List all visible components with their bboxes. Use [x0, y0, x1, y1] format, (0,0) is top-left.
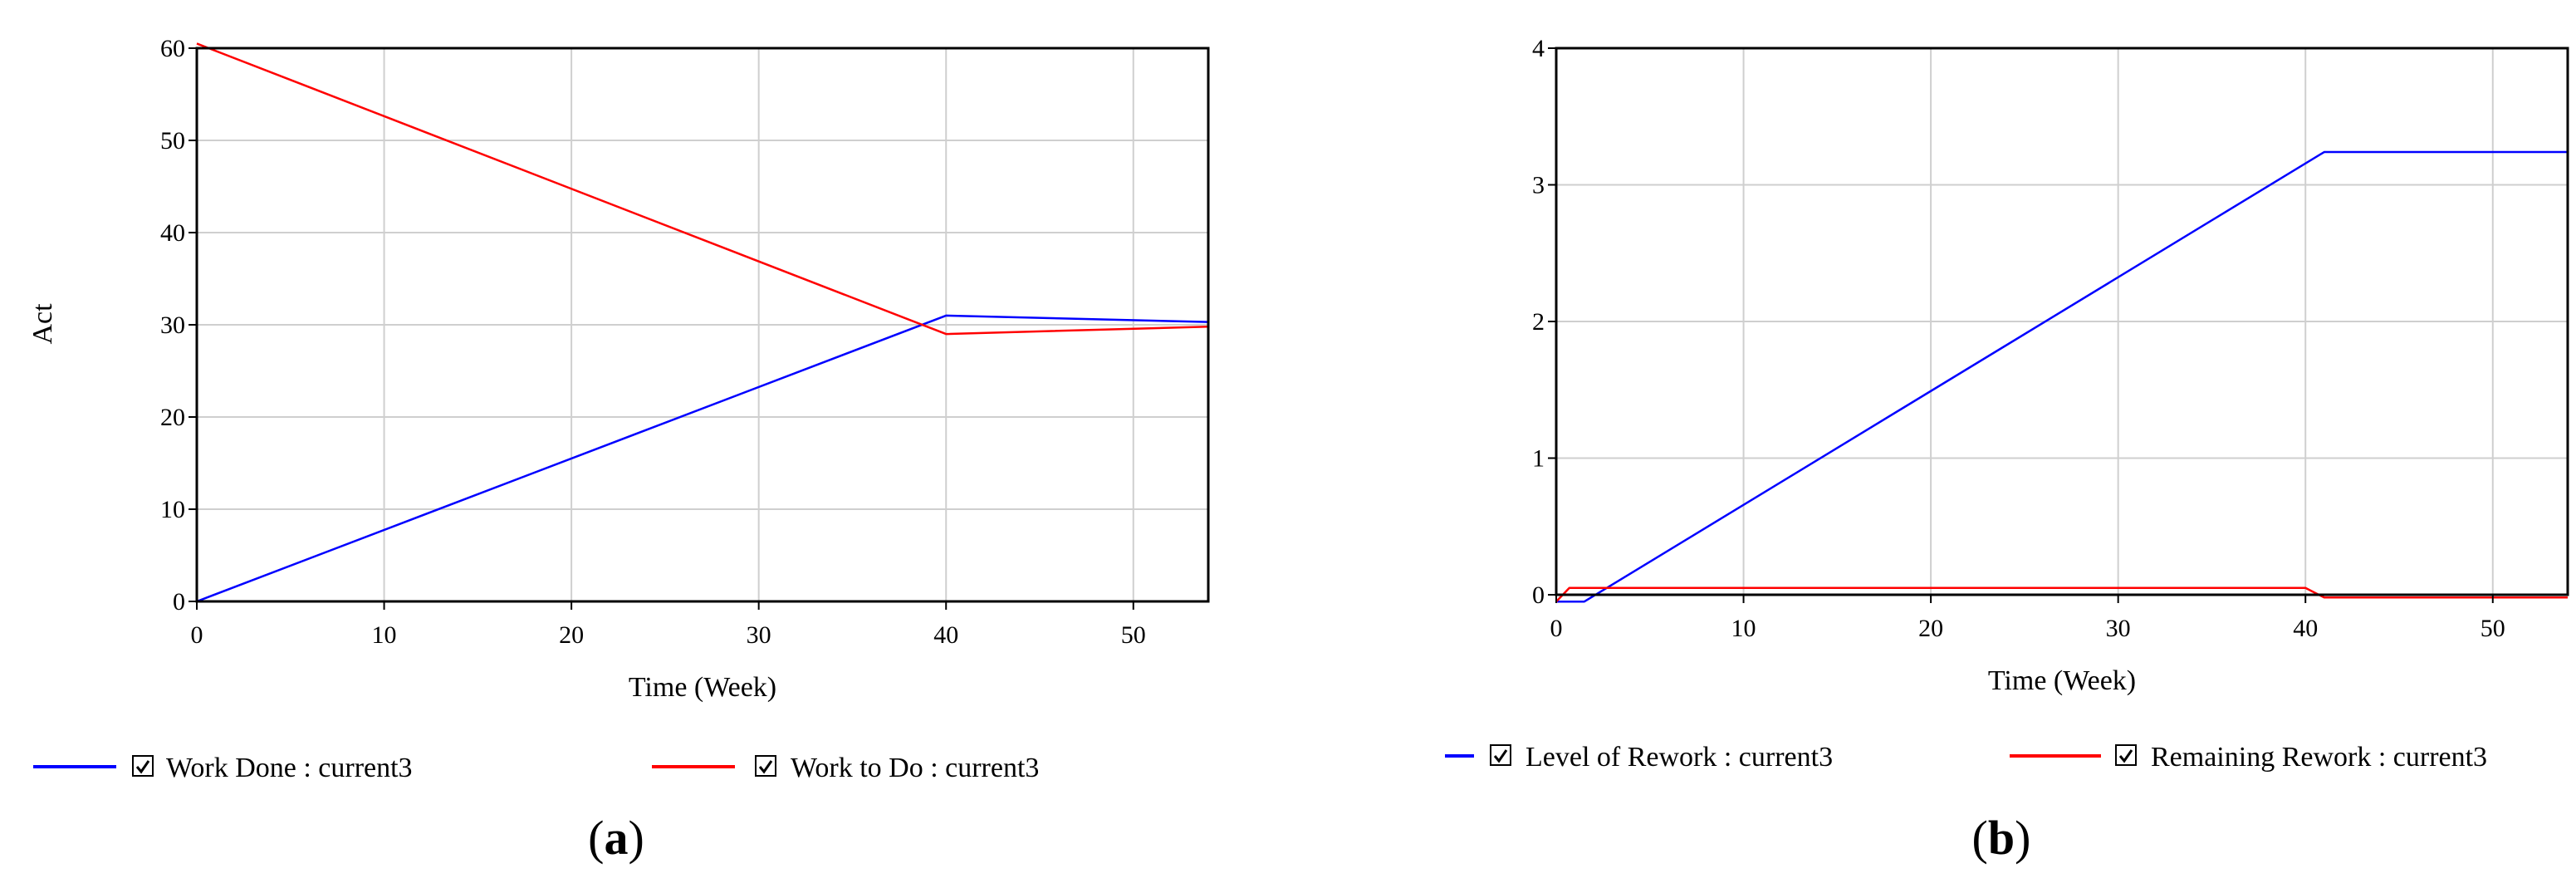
x-tick-label: 40	[933, 621, 958, 649]
checkmark-icon	[2118, 749, 2133, 763]
x-tick-label: 40	[2293, 615, 2318, 642]
series-line-1	[1556, 150, 2568, 603]
y-tick-label: 0	[1532, 581, 1545, 609]
y-axis-label: Act	[27, 303, 58, 345]
series-line-2	[1555, 586, 2568, 603]
x-tick-label: 30	[747, 621, 771, 649]
y-tick-label: 30	[160, 312, 185, 339]
caption-close: )	[2015, 811, 2030, 865]
legend-label: Work Done : current3	[166, 753, 413, 783]
y-tick-label: 1	[1532, 445, 1545, 473]
legend-checkbox	[2115, 744, 2137, 766]
x-tick-label: 50	[1121, 621, 1146, 649]
x-axis-label: Time (Week)	[629, 672, 776, 703]
x-tick-label: 30	[2106, 615, 2131, 642]
chart-b: 0 10 20 30 40 50 0 1 2 3 4 Time (Week) Level of Rewo…	[1445, 35, 2569, 865]
checkmark-icon	[135, 760, 150, 774]
y-tick-label: 2	[1532, 308, 1545, 336]
legend-label: Remaining Rework : current3	[2151, 742, 2487, 773]
y-tick-label: 3	[1532, 172, 1545, 199]
y-tick-label: 20	[160, 404, 185, 431]
checkmark-icon	[1493, 749, 1508, 763]
legend-item-2: Remaining Rework : current3	[2010, 742, 2487, 773]
legend-checkbox	[132, 755, 154, 777]
caption-letter: b	[1988, 811, 2015, 865]
chart-a: 0 10 20 30 40 50 0 10 20 30 40 50 60 Time (Week) Act Wo…	[27, 35, 1210, 865]
caption-open: (	[588, 811, 604, 865]
series-line-1	[196, 314, 1209, 603]
x-tick-label: 20	[1918, 615, 1943, 642]
caption-letter: a	[605, 811, 629, 865]
panel-caption: (b)	[1972, 811, 2031, 865]
caption-open: (	[1972, 811, 1988, 865]
x-tick-label: 0	[1550, 615, 1563, 642]
legend-label: Level of Rework : current3	[1526, 742, 1833, 773]
caption-close: )	[629, 811, 644, 865]
legend-checkbox	[1490, 744, 1511, 766]
y-tick-label: 4	[1532, 35, 1545, 62]
x-tick-label: 10	[372, 621, 397, 649]
legend-item-2: Work to Do : current3	[652, 753, 1039, 783]
y-tick-label: 0	[173, 588, 185, 616]
panel-caption: (a)	[588, 811, 644, 865]
legend-checkbox	[755, 755, 776, 777]
legend-item-1: Level of Rework : current3	[1445, 742, 1833, 773]
legend-item-1: Work Done : current3	[33, 753, 413, 783]
y-tick-label: 40	[160, 219, 185, 247]
series-line-2	[196, 42, 1209, 336]
x-tick-label: 50	[2481, 615, 2505, 642]
y-tick-label: 10	[160, 496, 185, 523]
y-tick-label: 50	[160, 127, 185, 155]
x-tick-label: 0	[191, 621, 203, 649]
x-tick-label: 20	[559, 621, 584, 649]
legend-label: Work to Do : current3	[791, 753, 1039, 783]
x-axis-label: Time (Week)	[1988, 665, 2136, 696]
x-tick-label: 10	[1731, 615, 1756, 642]
y-tick-label: 60	[160, 35, 185, 62]
checkmark-icon	[758, 760, 773, 774]
